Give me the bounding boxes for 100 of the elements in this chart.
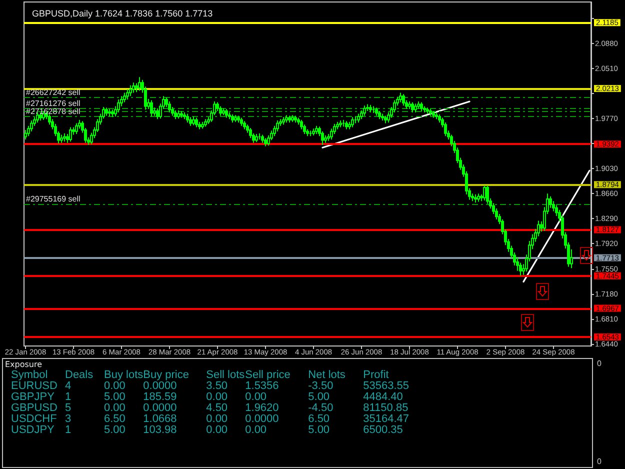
text: 35164.47 (363, 413, 410, 425)
text: 0.00 (104, 380, 126, 392)
candlestick (258, 132, 261, 140)
candlestick (303, 124, 306, 135)
text: 4 (65, 380, 72, 392)
candlestick (309, 130, 312, 137)
candlestick (255, 134, 258, 143)
candlestick (48, 114, 51, 126)
candlestick (306, 128, 309, 137)
text: USDCHF (11, 413, 57, 425)
candlestick (408, 101, 411, 110)
candlestick (429, 108, 432, 116)
text: 0.00 (206, 424, 228, 436)
text: 0.0000 (143, 402, 177, 414)
category-label: Profit (363, 369, 390, 381)
candlestick (204, 118, 207, 128)
candlestick (411, 102, 414, 113)
category-label: Buy lots (104, 369, 144, 381)
candlestick (219, 106, 222, 116)
candlestick (321, 130, 324, 146)
candlestick (423, 106, 426, 113)
candlestick (237, 115, 240, 124)
text: 0.0000 (245, 413, 279, 425)
candlestick (195, 117, 198, 128)
candlestick (300, 119, 303, 130)
text: GBPUSD,Daily 1.7624 1.7836 1.7560 1.7713 (32, 8, 213, 18)
candlestick (249, 127, 252, 139)
text: 5.00 (308, 391, 330, 403)
candlestick (177, 110, 180, 119)
text: 3.50 (206, 380, 228, 392)
candlestick (111, 109, 114, 118)
category-label: Deals (65, 369, 94, 381)
candlestick (186, 113, 189, 124)
candlestick (276, 120, 279, 132)
candlestick (330, 128, 333, 140)
candlestick (108, 108, 111, 117)
candlestick (240, 117, 243, 126)
candlestick (360, 110, 363, 120)
candlestick (486, 185, 489, 204)
candlestick (402, 94, 405, 106)
candlestick (372, 106, 375, 114)
candlestick (168, 101, 171, 113)
ref-line-label: #27161276 sell (26, 98, 80, 108)
candlestick (435, 112, 438, 120)
candlestick (294, 115, 297, 124)
text: 4484.40 (363, 391, 403, 403)
text: 0.00 (104, 402, 126, 414)
candlestick (105, 107, 108, 116)
candlestick (267, 134, 270, 146)
candlestick (297, 117, 300, 126)
category-label: Sell lots (206, 369, 246, 381)
candlestick (375, 107, 378, 116)
candlestick (60, 134, 63, 144)
text: 53563.55 (363, 380, 410, 392)
ref-line-label: #26627242 sell (26, 88, 80, 97)
candlestick (291, 114, 294, 122)
candlestick (201, 121, 204, 130)
candlestick (63, 132, 66, 142)
candlestick (444, 122, 447, 137)
candlestick (477, 193, 480, 202)
text: 6.50 (308, 413, 330, 425)
candlestick (225, 108, 228, 118)
candlestick (156, 108, 159, 120)
text: 0.00 (206, 413, 228, 425)
text: 5.00 (308, 424, 330, 436)
candlestick (378, 110, 381, 120)
candlestick (357, 113, 360, 124)
candlestick (426, 107, 429, 114)
candlestick (384, 115, 387, 124)
candlestick (75, 122, 78, 135)
candlestick (363, 105, 366, 116)
text: 5.00 (104, 391, 126, 403)
category-label: Buy price (143, 369, 190, 381)
candlestick (282, 116, 285, 126)
category-label: Symbol (11, 369, 49, 381)
text: 103.98 (143, 424, 177, 436)
candlestick (288, 115, 291, 124)
text: 0 (597, 359, 602, 369)
text: -3.50 (308, 380, 334, 392)
text: USDJPY (11, 424, 54, 436)
candlestick (315, 125, 318, 135)
text: 0.00 (206, 391, 228, 403)
candlestick (174, 110, 177, 120)
text: GBPUSD (11, 402, 58, 414)
candlestick (348, 121, 351, 130)
candlestick (30, 120, 33, 132)
text: -4.50 (308, 402, 334, 414)
text: 0.00 (245, 424, 267, 436)
candlestick (432, 110, 435, 118)
text: 81150.85 (363, 402, 408, 414)
text: 6.50 (104, 413, 126, 425)
candlestick (417, 101, 420, 110)
text: 3 (65, 413, 72, 425)
candlestick (552, 200, 555, 212)
candlestick (198, 121, 201, 130)
candlestick (285, 114, 288, 124)
candlestick (336, 121, 339, 130)
candlestick (192, 116, 195, 126)
candlestick (381, 113, 384, 122)
candlestick (132, 82, 135, 94)
